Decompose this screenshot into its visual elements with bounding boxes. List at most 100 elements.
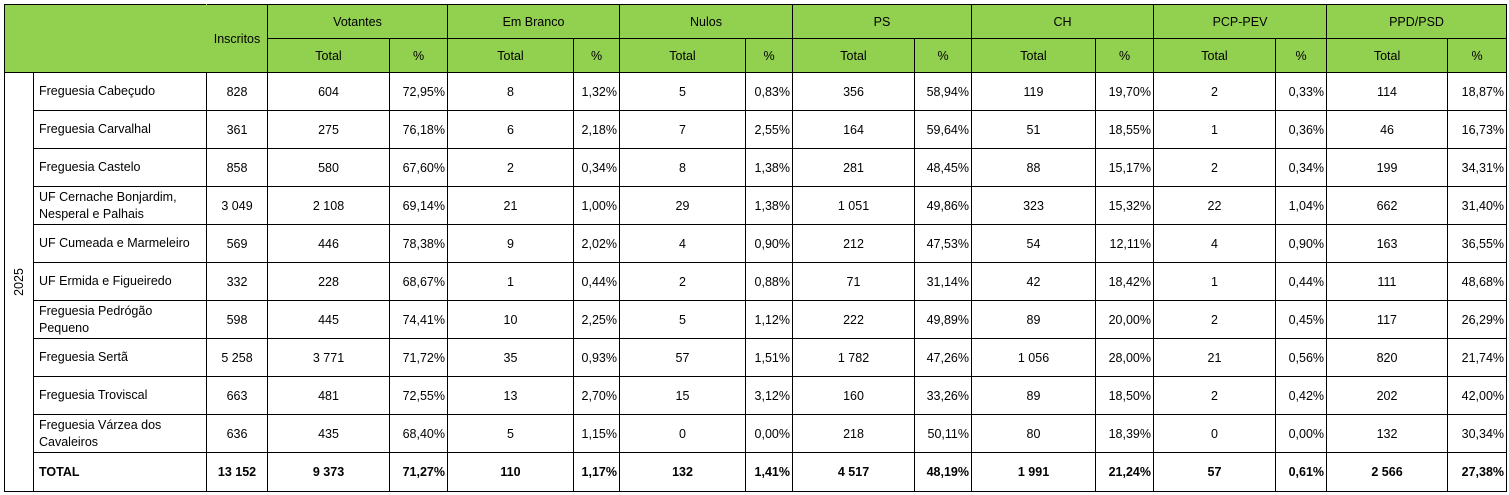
subheader-total: Total	[267, 38, 390, 73]
total-cell: 9 373	[267, 452, 390, 492]
percent-cell: 28,00%	[1095, 338, 1154, 377]
percent-cell: 72,55%	[389, 376, 448, 415]
total-cell: 222	[792, 300, 915, 339]
percent-cell: 0,34%	[1274, 148, 1328, 187]
percent-cell: 27,38%	[1447, 452, 1508, 492]
total-cell: 446	[267, 224, 390, 263]
percent-cell: 0,00%	[1274, 414, 1328, 453]
percent-cell: 18,87%	[1447, 72, 1508, 111]
total-cell: 8	[619, 148, 746, 187]
percent-cell: 49,86%	[914, 186, 972, 225]
percent-cell: 18,55%	[1095, 110, 1154, 149]
table-body: 2025 Freguesia Cabeçudo 828 604 72,95% 8 1,32%…	[4, 72, 1508, 492]
total-cell: 15	[619, 376, 746, 415]
inscritos-cell: 598	[206, 300, 268, 339]
total-cell: 275	[267, 110, 390, 149]
total-cell: 323	[971, 186, 1096, 225]
total-cell: 111	[1326, 262, 1449, 301]
percent-cell: 68,67%	[389, 262, 448, 301]
total-cell: 88	[971, 148, 1096, 187]
percent-cell: 0,45%	[1274, 300, 1328, 339]
total-cell: 119	[971, 72, 1096, 111]
percent-cell: 71,72%	[389, 338, 448, 377]
total-cell: 8	[447, 72, 574, 111]
header-ps: PS	[792, 4, 972, 39]
percent-cell: 16,73%	[1447, 110, 1508, 149]
percent-cell: 2,18%	[573, 110, 620, 149]
inscritos-cell: 13 152	[206, 452, 268, 492]
percent-cell: 0,33%	[1274, 72, 1328, 111]
total-cell: 356	[792, 72, 915, 111]
percent-cell: 49,89%	[914, 300, 972, 339]
total-cell: 114	[1326, 72, 1449, 111]
header-ppd-psd: PPD/PSD	[1326, 4, 1508, 39]
inscritos-cell: 858	[206, 148, 268, 187]
total-cell: 2 566	[1326, 452, 1449, 492]
percent-cell: 69,14%	[389, 186, 448, 225]
header-votantes: Votantes	[267, 4, 448, 39]
header-corner	[4, 4, 207, 73]
header-em-branco: Em Branco	[447, 4, 620, 39]
total-cell: 2 108	[267, 186, 390, 225]
percent-cell: 36,55%	[1447, 224, 1508, 263]
total-cell: 281	[792, 148, 915, 187]
total-cell: 1	[447, 262, 574, 301]
table-header: Inscritos Votantes Em Branco Nulos PS CH…	[4, 4, 1508, 73]
table-row: Freguesia Sertã 5 258 3 771 71,72% 35 0,93% 57…	[5, 338, 1508, 377]
parish-name: Freguesia Castelo	[33, 148, 207, 187]
percent-cell: 33,26%	[914, 376, 972, 415]
total-cell: 29	[619, 186, 746, 225]
table-row: Freguesia Várzea dos Cavaleiros 636 435 68,…	[5, 414, 1508, 453]
percent-cell: 42,00%	[1447, 376, 1508, 415]
table-row: UF Cernache Bonjardim, Nesperal e Palhai…	[5, 186, 1508, 225]
total-cell: 218	[792, 414, 915, 453]
total-cell: 13	[447, 376, 574, 415]
total-cell: 35	[447, 338, 574, 377]
subheader-percent: %	[573, 38, 620, 73]
total-cell: 132	[619, 452, 746, 492]
total-cell: 199	[1326, 148, 1449, 187]
total-cell: 132	[1326, 414, 1449, 453]
percent-cell: 1,41%	[745, 452, 793, 492]
percent-cell: 31,14%	[914, 262, 972, 301]
percent-cell: 0,61%	[1274, 452, 1328, 492]
total-cell: 21	[1153, 338, 1276, 377]
subheader-total: Total	[1153, 38, 1276, 73]
total-cell: 160	[792, 376, 915, 415]
subheader-total: Total	[971, 38, 1096, 73]
total-cell: 4	[619, 224, 746, 263]
percent-cell: 72,95%	[389, 72, 448, 111]
total-cell: 2	[1153, 376, 1276, 415]
total-cell: 820	[1326, 338, 1449, 377]
total-cell: 46	[1326, 110, 1449, 149]
total-cell: 54	[971, 224, 1096, 263]
total-cell: 580	[267, 148, 390, 187]
percent-cell: 74,41%	[389, 300, 448, 339]
percent-cell: 34,31%	[1447, 148, 1508, 187]
percent-cell: 0,36%	[1274, 110, 1328, 149]
inscritos-cell: 332	[206, 262, 268, 301]
total-cell: 71	[792, 262, 915, 301]
table-row: Freguesia Troviscal 663 481 72,55% 13 2,70% 15…	[5, 376, 1508, 415]
percent-cell: 47,53%	[914, 224, 972, 263]
header-pcp-pev: PCP-PEV	[1152, 4, 1328, 39]
total-cell: 435	[267, 414, 390, 453]
percent-cell: 20,00%	[1095, 300, 1154, 339]
total-cell: 2	[619, 262, 746, 301]
header-row-subcolumns: Total% Total% Total% Total% Total% Total% Tota…	[5, 38, 1508, 73]
percent-cell: 18,50%	[1095, 376, 1154, 415]
total-cell: 117	[1326, 300, 1449, 339]
subheader-percent: %	[1095, 38, 1154, 73]
total-cell: 110	[447, 452, 574, 492]
inscritos-cell: 636	[206, 414, 268, 453]
total-cell: 4 517	[792, 452, 915, 492]
percent-cell: 78,38%	[389, 224, 448, 263]
parish-name: UF Cumeada e Marmeleiro	[33, 224, 207, 263]
total-cell: 164	[792, 110, 915, 149]
percent-cell: 47,26%	[914, 338, 972, 377]
parish-name: Freguesia Cabeçudo	[33, 72, 207, 111]
table-row: Freguesia Carvalhal 361 275 76,18% 6 2,18% 7 2,…	[5, 110, 1508, 149]
percent-cell: 1,12%	[745, 300, 793, 339]
total-cell: 9	[447, 224, 574, 263]
total-cell: 10	[447, 300, 574, 339]
